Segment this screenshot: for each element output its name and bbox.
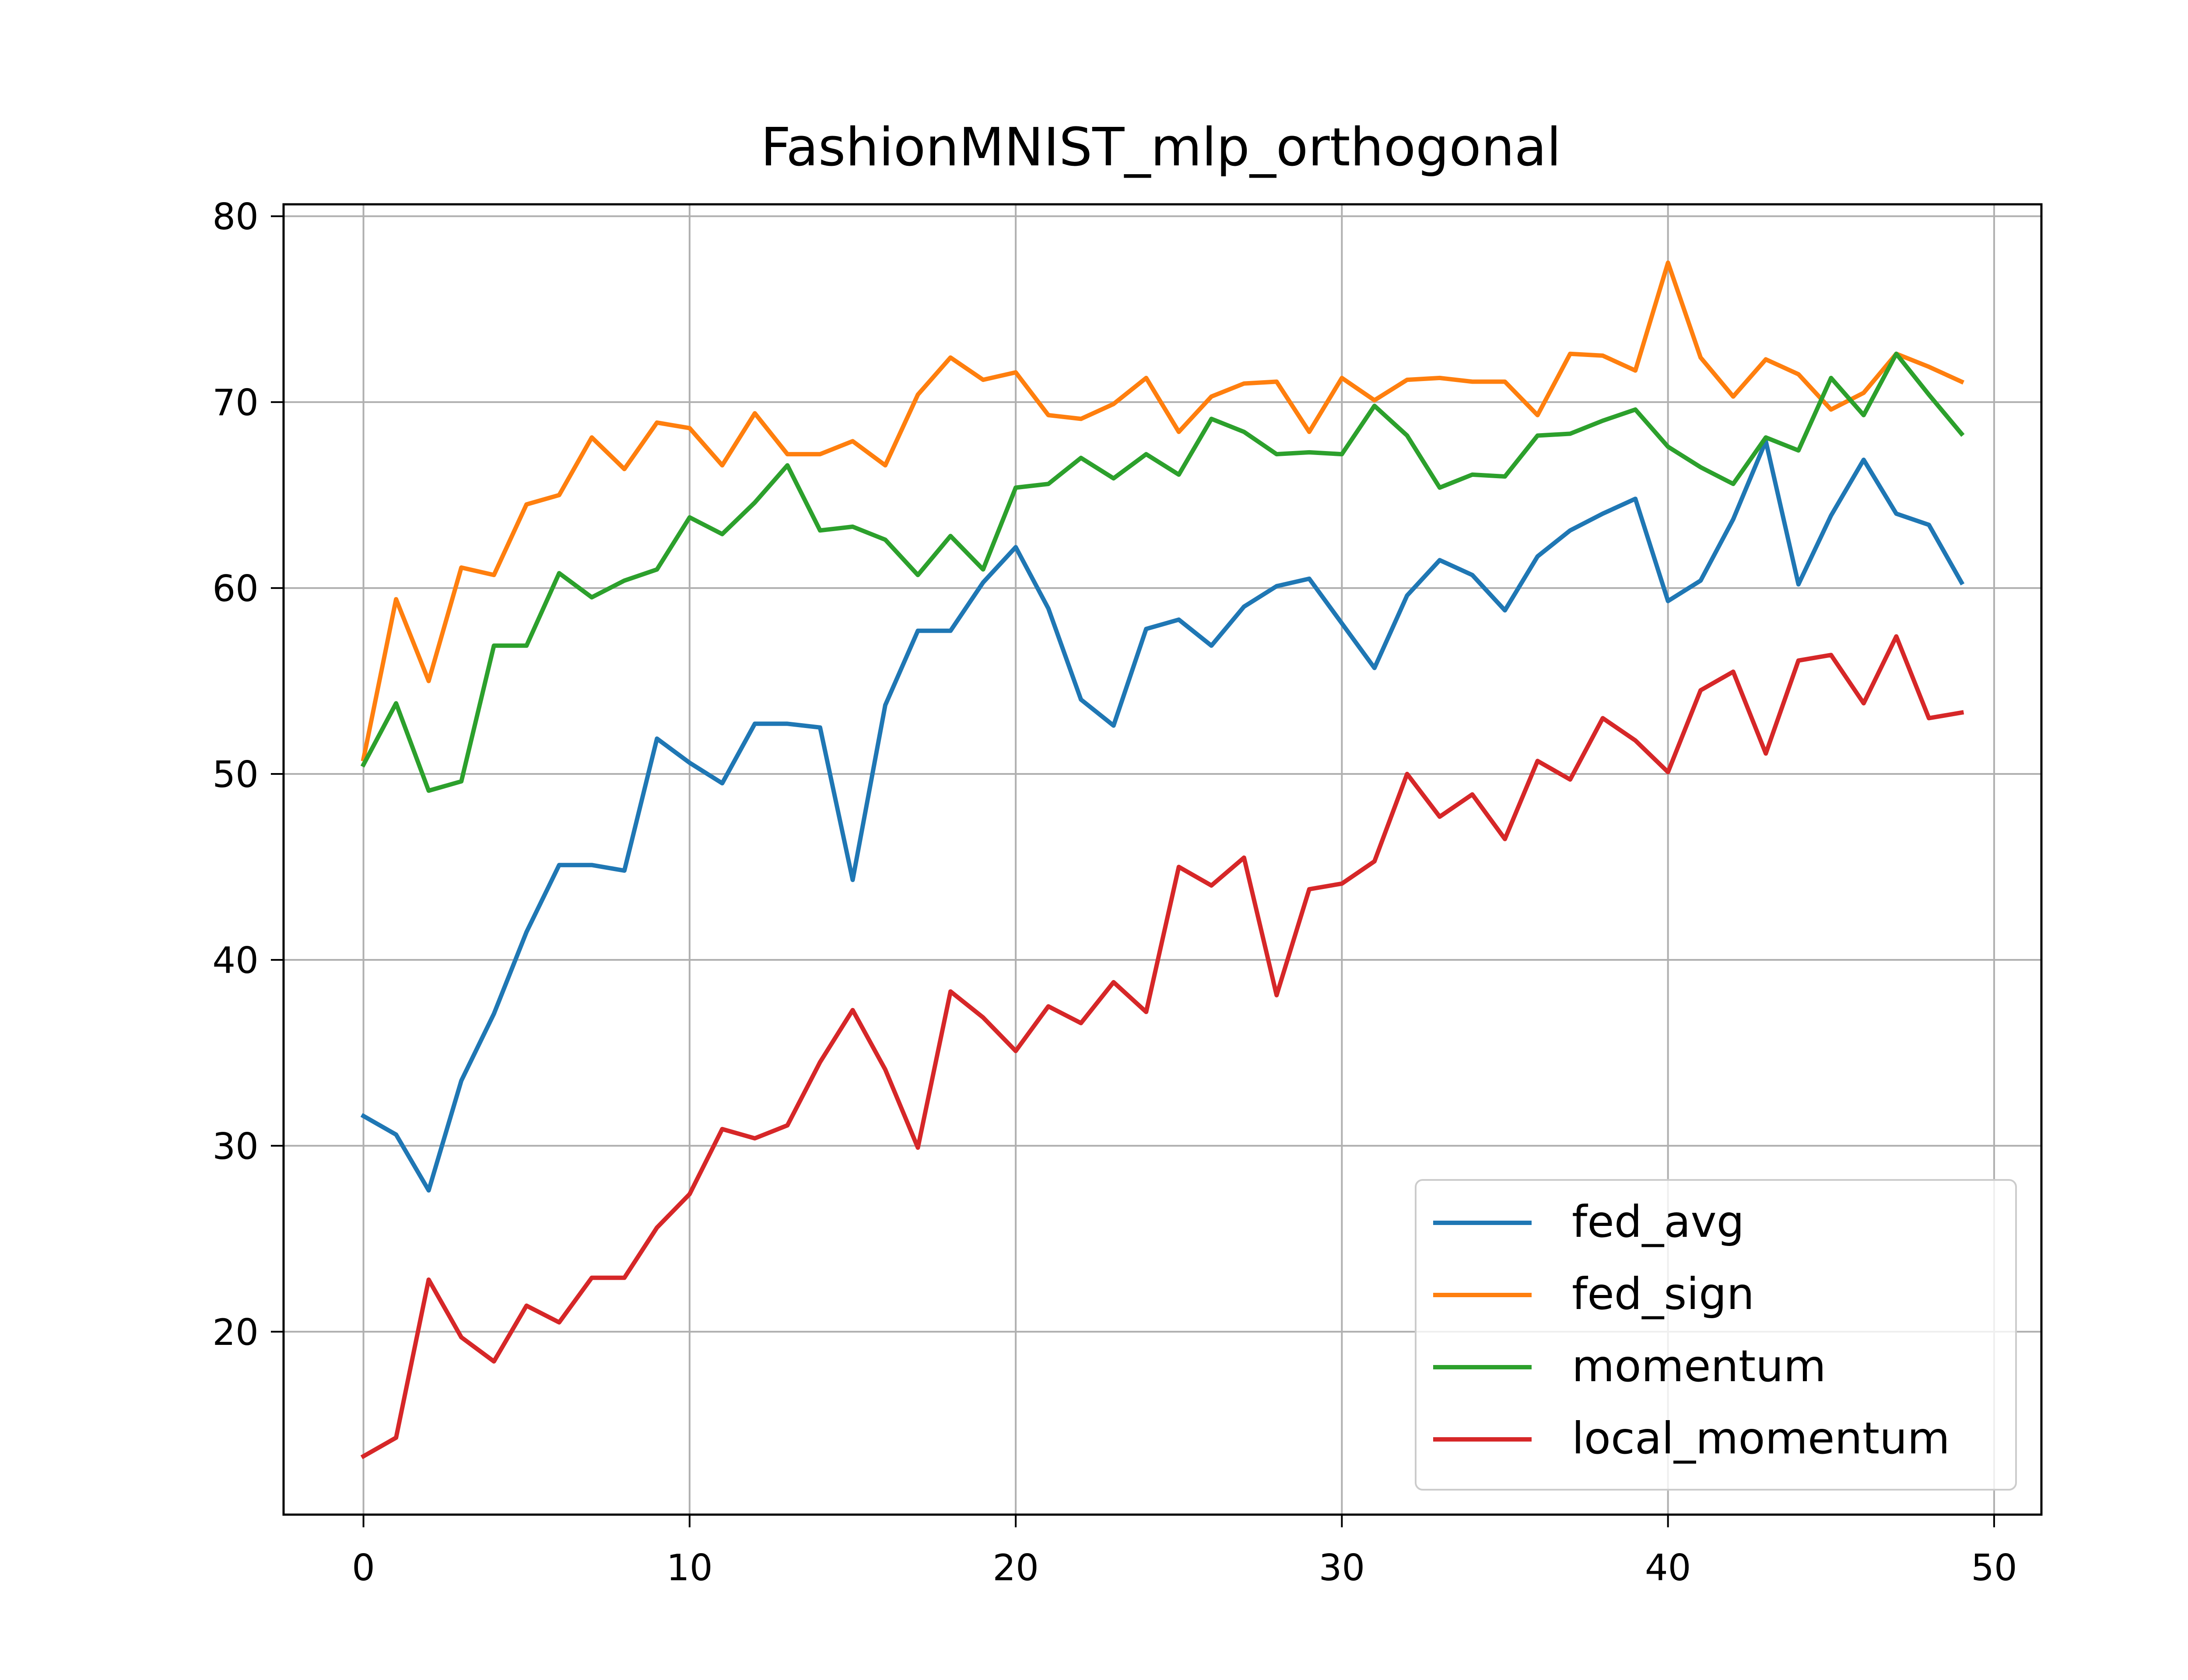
series-line-momentum (360, 351, 1965, 793)
series-line-local-momentum (360, 634, 1964, 1460)
x-tick-label: 20 (992, 1547, 1039, 1589)
legend-label-fed-avg: fed_avg (1572, 1196, 1744, 1247)
chart-title: FashionMNIST_mlp_orthogonal (761, 117, 1561, 178)
legend-label-momentum: momentum (1572, 1340, 1826, 1392)
legend: fed_avg fed_sign momentum local_momentum (1415, 1179, 2017, 1491)
x-tick-label: 10 (666, 1547, 713, 1589)
axis-ticks: 0 10 20 30 40 50 20 30 40 50 60 70 80 (212, 196, 2017, 1589)
y-tick-label: 80 (212, 196, 259, 238)
y-tick-label: 30 (212, 1125, 259, 1168)
series-lines (360, 260, 1965, 1460)
x-tick-label: 40 (1645, 1547, 1691, 1589)
plot-frame (282, 203, 2043, 1516)
y-tick-label: 70 (212, 382, 259, 424)
series-line-fed-avg (360, 439, 1965, 1193)
legend-label-local-momentum: local_momentum (1572, 1413, 1950, 1464)
x-tick-label: 50 (1971, 1547, 2017, 1589)
legend-label-fed-sign: fed_sign (1572, 1268, 1754, 1320)
legend-box (1415, 1179, 2017, 1491)
y-tick-label: 40 (212, 939, 259, 982)
x-tick-label: 0 (352, 1547, 375, 1589)
series-line-fed-sign (361, 260, 1965, 762)
grid (284, 204, 2041, 1515)
y-tick-label: 50 (212, 753, 259, 796)
x-tick-label: 30 (1319, 1547, 1365, 1589)
y-tick-label: 20 (212, 1311, 259, 1354)
y-tick-label: 60 (212, 567, 259, 610)
